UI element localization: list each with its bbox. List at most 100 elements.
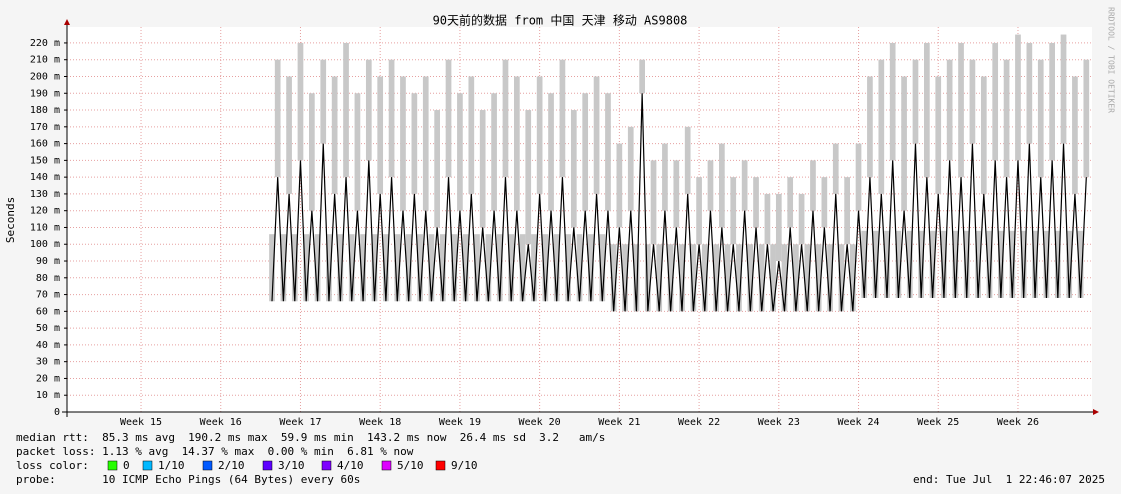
smoke [713,244,720,312]
stats-line: packet loss: 1.13 % avg 14.37 % max 0.00… [16,445,414,458]
legend-label: 9/10 [451,459,478,472]
smoke [588,234,594,302]
smoke [827,244,833,312]
smoke [354,93,361,211]
x-tick-label: Week 20 [519,417,561,428]
smoke [582,93,589,211]
smoke [514,76,520,211]
smoke [639,59,645,94]
smoke [548,93,554,211]
y-tick-label: 130 m [30,189,60,200]
smoke [935,76,942,194]
smoke [963,230,970,298]
smoke [741,160,748,211]
smoke [980,76,987,194]
smoke [411,93,418,194]
y-tick-label: 120 m [30,206,60,217]
smoke [1015,34,1021,161]
smoke [1009,230,1016,298]
smoke [485,234,492,302]
smoke [867,76,873,178]
x-tick-label: Week 19 [439,417,481,428]
smoke [479,110,486,228]
plot [67,27,1092,413]
smoke [536,76,543,194]
smoke [918,230,925,298]
y-tick-label: 0 [54,407,60,418]
smoke [610,244,617,312]
smoke [622,244,628,312]
smoke [821,177,828,228]
smoke [417,234,423,302]
x-tick-label: Week 26 [997,417,1039,428]
smoke [1054,230,1061,298]
smoke [400,76,406,211]
smoke [895,230,902,298]
smoke [798,193,805,245]
smoke [627,126,634,211]
smoke [975,230,981,298]
y-tick-label: 170 m [30,122,60,133]
smoke [326,234,332,302]
smoke [309,93,315,211]
smoke [360,234,366,302]
y-tick-label: 190 m [30,88,60,99]
x-tick-label: Week 15 [120,417,162,428]
y-tick-label: 160 m [30,139,60,150]
smoke [428,234,435,302]
smoke [445,59,452,178]
smoke [502,59,509,178]
smoke [787,177,794,228]
smoke [274,59,281,178]
smoke [815,244,822,312]
legend-label: 1/10 [158,459,185,472]
smoke [906,230,913,298]
smoke [673,160,680,228]
smoke [434,110,440,228]
smoke [969,59,976,144]
smoke [605,93,611,211]
smoke [946,59,953,161]
smoke [405,234,412,302]
y-tick-label: 60 m [36,306,60,317]
smoke [719,143,725,228]
smoke [884,230,890,298]
legend-swatch [202,460,213,471]
smoke [457,93,463,211]
x-arrow [1093,409,1099,415]
smoke [929,230,936,298]
smoke [855,143,862,211]
smoke [394,234,401,302]
smoke [696,177,702,245]
smoke [679,244,685,312]
smoke [297,42,304,161]
legend-label: 4/10 [337,459,364,472]
smoke [793,244,799,312]
smoke [1072,76,1078,194]
y-tick-label: 80 m [36,273,60,284]
smoke [462,234,469,302]
smoke [736,244,742,312]
stats-line: probe: 10 ICMP Echo Pings (64 Bytes) eve… [16,473,360,486]
smoke [1077,230,1084,298]
y-tick-label: 90 m [36,256,60,267]
smoke [280,234,287,302]
legend-label: 5/10 [397,459,424,472]
smoke [684,126,691,194]
smoke [291,234,298,302]
smoke [474,234,480,302]
x-tick-label: Week 18 [359,417,401,428]
y-tick-label: 210 m [30,55,60,66]
chart-title: 90天前的数据 from 中国 天津 移动 AS9808 [433,13,688,28]
legend-swatch [321,460,332,471]
smoke [912,59,919,144]
smoke [992,42,999,161]
legend-swatch [435,460,446,471]
smoke [508,234,515,302]
y-tick-label: 150 m [30,155,60,166]
y-tick-label: 20 m [36,373,60,384]
smoke [775,193,782,262]
smoke [371,234,378,302]
y-tick-label: 220 m [30,38,60,49]
